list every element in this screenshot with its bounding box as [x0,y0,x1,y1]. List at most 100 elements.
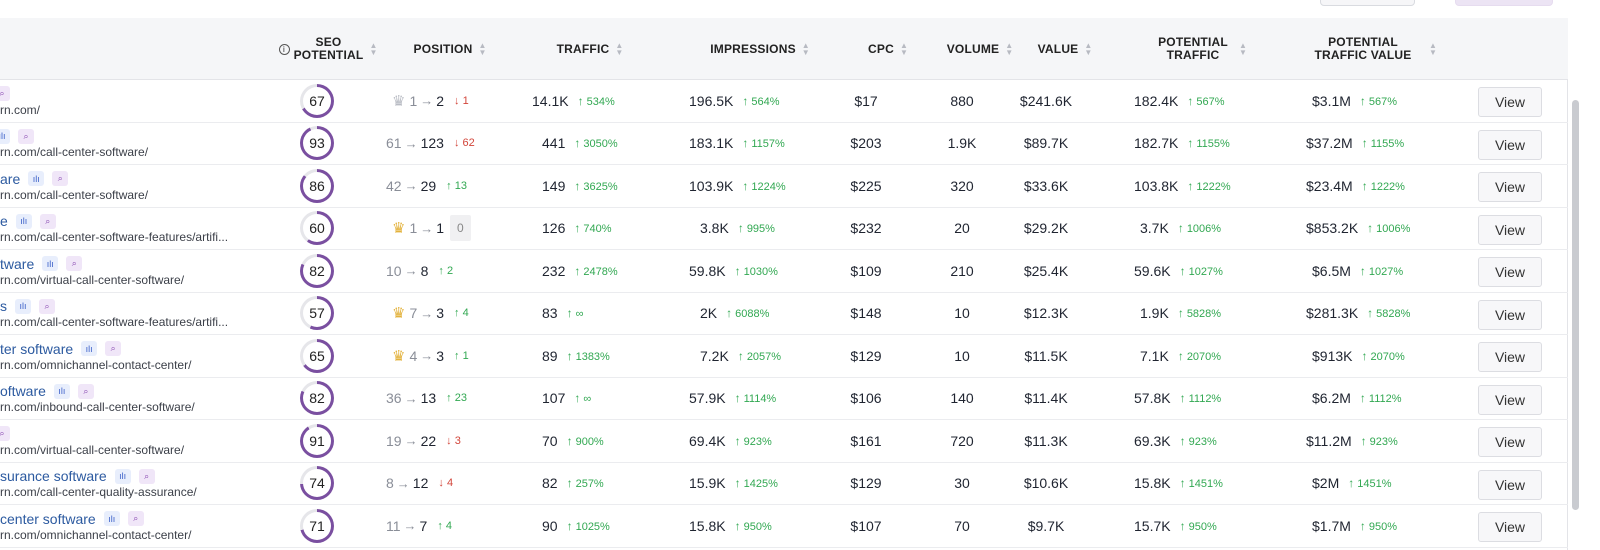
page-url[interactable]: rn.com/call-center-software-features/art… [0,230,229,245]
arrow-up-icon: ↑ [566,348,573,363]
serp-chart-icon[interactable]: ılı [53,383,70,399]
change-delta: ↑ 1222% [1187,179,1230,193]
change-delta: ↑ 950% [735,519,772,533]
position-change: 0 [450,215,471,242]
vertical-scrollbar[interactable] [1572,100,1579,510]
potential-traffic-value-cell: $2M ↑ 1451% [1312,463,1392,505]
col-volume[interactable]: VOLUME ▲ ▼ [940,18,1020,80]
view-button[interactable]: View [1478,172,1542,202]
search-icon[interactable]: ⌕ [77,383,94,399]
page-url[interactable]: rn.com/omnichannel-contact-center/ [0,527,192,542]
arrow-up-icon: ↑ [566,518,573,533]
col-cpc[interactable]: CPC ▲ ▼ [858,18,918,80]
view-button[interactable]: View [1478,214,1542,245]
seo-score-ring: 57 [300,296,334,331]
potential-traffic-cell: 59.6K ↑ 1027% [1134,250,1223,292]
potential-traffic-cell: 15.7K ↑ 950% [1134,505,1217,547]
view-button[interactable]: View [1478,427,1542,457]
serp-chart-icon[interactable]: ılı [114,468,131,484]
view-button[interactable]: View [1478,342,1542,372]
volume-cell: 320 [950,177,974,194]
traffic-cell: 126 ↑ 740% [542,208,612,250]
keyword-link[interactable]: oftware [0,383,46,400]
page-url[interactable]: rn.com/inbound-call-center-software/ [0,400,195,415]
change-value: 62 [462,137,475,150]
search-icon[interactable]: ⌕ [39,213,56,229]
search-icon[interactable]: ⌕ [66,256,83,272]
serp-chart-icon[interactable]: ılı [15,213,32,229]
search-icon[interactable]: ⌕ [52,171,69,187]
seo-score: 65 [303,341,331,370]
page-url[interactable]: rn.com/virtual-call-center-software/ [0,272,185,287]
view-button[interactable]: View [1478,87,1542,117]
view-button[interactable]: View [1478,469,1542,500]
serp-chart-icon[interactable]: ılı [81,341,98,357]
search-icon[interactable]: ⌕ [105,341,122,357]
view-button[interactable]: View [1478,129,1542,160]
crown-icon: ♛ [392,220,406,238]
page-url[interactable]: rn.com/ [0,102,41,117]
page-url[interactable]: rn.com/omnichannel-contact-center/ [0,357,192,372]
col-traffic[interactable]: TRAFFIC ▲ ▼ [540,18,640,80]
search-icon[interactable]: ⌕ [127,511,144,527]
col-impressions[interactable]: IMPRESSIONS ▲ ▼ [700,18,820,80]
serp-chart-icon[interactable]: ılı [0,128,10,144]
col-value[interactable]: VALUE ▲ ▼ [1030,18,1100,80]
keyword-link[interactable]: center software [0,510,96,527]
header-label: POTENTIAL TRAFFIC [1158,35,1228,62]
page-url[interactable]: rn.com/call-center-quality-assurance/ [0,485,197,500]
keyword-link[interactable]: s [0,298,7,315]
col-seo-potential[interactable]: i SEO POTENTIAL ▲ ▼ [278,18,378,80]
top-primary-button[interactable] [1455,0,1553,6]
seo-score-ring: 91 [300,423,334,458]
traffic-value: 90 [542,517,558,534]
page-url[interactable]: rn.com/call-center-software/ [0,145,149,160]
delta-value: 1006% [1376,223,1411,236]
delta-value: 1224% [751,180,786,193]
page-url[interactable]: rn.com/call-center-software/ [0,187,149,202]
serp-chart-icon[interactable]: ılı [42,256,59,272]
arrow-up-icon: ↑ [454,307,463,320]
page-url[interactable]: rn.com/virtual-call-center-software/ [0,442,185,457]
sort-icon: ▲ ▼ [1429,41,1438,57]
view-button[interactable]: View [1478,384,1542,415]
seo-score-ring: 93 [300,126,334,161]
view-button[interactable]: View [1478,512,1542,542]
col-position[interactable]: POSITION ▲ ▼ [400,18,500,80]
top-action-button[interactable] [1320,0,1415,6]
serp-chart-icon[interactable]: ılı [103,511,120,527]
page-url[interactable]: rn.com/call-center-software-features/art… [0,315,229,330]
keyword-link[interactable]: surance software [0,468,107,485]
change-delta: ↑ 1224% [742,179,785,193]
impressions-cell: 15.9K ↑ 1425% [689,463,778,505]
keyword-link[interactable]: tware [0,255,35,272]
arrow-up-icon: ↑ [737,221,744,236]
view-button[interactable]: View [1478,257,1542,287]
position-from: 36 [386,390,402,407]
search-icon[interactable]: ⌕ [39,298,55,314]
keyword-link[interactable]: are [0,170,21,187]
keyword-line: ılı ⌕ [0,127,34,145]
potential-traffic-value-amount: $2M [1312,475,1340,492]
change-delta: ↑ 1222% [1362,179,1405,193]
seo-score-ring: 60 [300,211,334,246]
header-label: CPC [868,41,894,56]
sort-icon: ▲ ▼ [1239,41,1248,57]
change-delta: ↑ 1112% [1180,391,1222,405]
view-button[interactable]: View [1478,299,1542,330]
search-icon[interactable]: ⌕ [18,128,34,144]
position-cell: 19 → 22 ↓ 3 [386,420,461,462]
search-icon[interactable]: ⌕ [0,426,10,442]
keyword-link[interactable]: e [0,213,8,230]
arrow-up-icon: ↑ [1359,518,1366,533]
keyword-link[interactable]: ter software [0,340,74,357]
seo-score: 86 [303,171,331,200]
search-icon[interactable]: ⌕ [0,86,10,102]
col-potential-traffic-value[interactable]: POTENTIAL TRAFFIC VALUE ▲ ▼ [1300,18,1440,80]
serp-chart-icon[interactable]: ılı [28,171,45,187]
col-potential-traffic[interactable]: POTENTIAL TRAFFIC ▲ ▼ [1140,18,1260,80]
arrow-up-icon: ↑ [566,476,573,491]
search-icon[interactable]: ⌕ [138,468,155,484]
serp-chart-icon[interactable]: ılı [15,298,31,314]
arrow-right-icon: → [404,263,418,279]
